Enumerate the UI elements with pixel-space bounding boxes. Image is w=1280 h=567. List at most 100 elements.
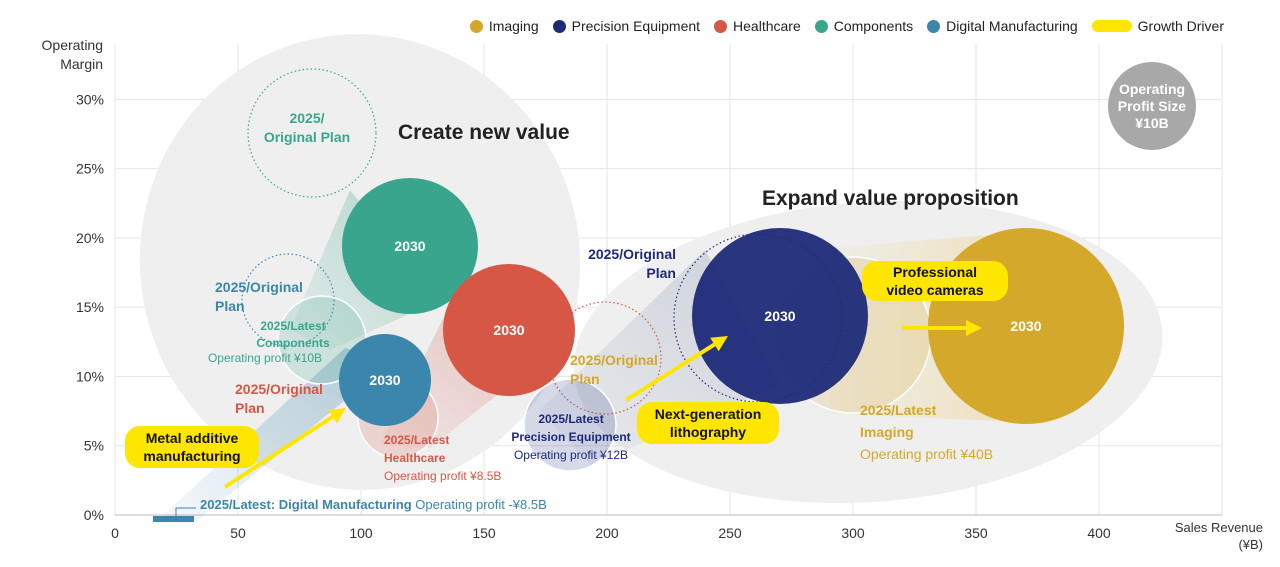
growth-arrow-head bbox=[328, 408, 346, 424]
target-bubble bbox=[692, 228, 868, 404]
plan-label: 2025/Original bbox=[235, 381, 323, 397]
y-tick-label: 25% bbox=[76, 161, 104, 177]
plan-label: Original Plan bbox=[264, 129, 350, 145]
legend-item: Healthcare bbox=[714, 18, 801, 34]
legend-swatch bbox=[552, 19, 566, 33]
legend-label: Digital Manufacturing bbox=[946, 18, 1078, 34]
y-tick-label: 30% bbox=[76, 91, 104, 107]
y-tick-label: 5% bbox=[84, 438, 104, 454]
growth-arrow-head bbox=[966, 320, 982, 336]
growth-driver-pill bbox=[125, 426, 259, 468]
growth-driver-pill-label: video cameras bbox=[886, 282, 983, 298]
y-tick-label: 10% bbox=[76, 368, 104, 384]
latest-label: 2025/Latest: Digital Manufacturing Opera… bbox=[200, 497, 547, 512]
legend-label: Precision Equipment bbox=[571, 18, 701, 34]
target-bubble-label: 2030 bbox=[394, 238, 425, 254]
latest-label: Precision Equipment bbox=[511, 430, 630, 444]
x-tick-label: 400 bbox=[1087, 525, 1111, 541]
target-bubble-label: 2030 bbox=[764, 308, 795, 324]
plan-label: 2025/Original bbox=[215, 279, 303, 295]
growth-arrow bbox=[223, 415, 334, 489]
bubble-size-key: Operating Profit Size ¥10B bbox=[1108, 62, 1196, 150]
size-key-line1: Operating bbox=[1118, 80, 1186, 97]
legend-item: Components bbox=[814, 18, 914, 34]
size-key-line3: ¥10B bbox=[1135, 114, 1169, 131]
plan-circle bbox=[247, 68, 377, 198]
plan-circle bbox=[548, 301, 662, 415]
legend-swatch bbox=[1091, 20, 1132, 32]
latest-label: 2025/Latest bbox=[260, 319, 325, 333]
y-tick-label: 20% bbox=[76, 230, 104, 246]
legend: Imaging Precision Equipment Healthcare Comp… bbox=[469, 18, 1224, 34]
latest-label: 2025/Latest bbox=[860, 402, 937, 418]
x-tick-label: 150 bbox=[472, 525, 496, 541]
x-tick-label: 250 bbox=[718, 525, 742, 541]
latest-label: Healthcare bbox=[384, 451, 446, 465]
region-title: Expand value proposition bbox=[762, 187, 1019, 210]
x-tick-label: 350 bbox=[964, 525, 988, 541]
x-tick-label: 50 bbox=[230, 525, 246, 541]
legend-item: Imaging bbox=[469, 18, 539, 34]
latest-leader-line bbox=[175, 507, 196, 516]
trail-digital-manufacturing bbox=[160, 348, 392, 520]
latest-label: Components bbox=[256, 336, 330, 350]
x-axis-label: Sales Revenue bbox=[1175, 520, 1263, 535]
legend-item: Precision Equipment bbox=[552, 18, 701, 34]
growth-driver-pill bbox=[637, 402, 779, 444]
latest-bar-digital-manufacturing bbox=[153, 516, 194, 522]
latest-label: 2025/Latest bbox=[538, 412, 603, 426]
legend-label: Healthcare bbox=[733, 18, 801, 34]
y-tick-label: 0% bbox=[84, 507, 104, 523]
latest-label: Operating profit ¥12B bbox=[514, 448, 628, 462]
legend-label: Components bbox=[833, 18, 914, 34]
growth-driver-pill-label: Professional bbox=[893, 264, 977, 280]
y-axis-label: Operating bbox=[42, 37, 103, 53]
legend-swatch bbox=[814, 19, 828, 33]
growth-driver-pill-label: manufacturing bbox=[143, 448, 240, 464]
latest-label: Imaging bbox=[860, 424, 914, 440]
plan-label: 2025/ bbox=[289, 110, 324, 126]
plan-label: Plan bbox=[215, 298, 245, 314]
plan-label: Plan bbox=[235, 400, 265, 416]
growth-driver-pill-label: Metal additive bbox=[146, 430, 239, 446]
plan-label: Plan bbox=[570, 371, 600, 387]
growth-arrow bbox=[624, 342, 716, 402]
plan-label: 2025/Original bbox=[588, 246, 676, 262]
latest-label: 2025/Latest bbox=[384, 433, 449, 447]
target-bubble-label: 2030 bbox=[493, 322, 524, 338]
y-tick-label: 15% bbox=[76, 299, 104, 315]
latest-label: Operating profit ¥40B bbox=[860, 446, 993, 462]
latest-label: Operating profit ¥8.5B bbox=[384, 469, 501, 483]
target-bubble-label: 2030 bbox=[1010, 318, 1041, 334]
legend-swatch bbox=[714, 19, 728, 33]
legend-swatch bbox=[927, 19, 941, 33]
x-axis-label: (¥B) bbox=[1238, 537, 1263, 552]
plan-label: 2025/Original bbox=[570, 352, 658, 368]
legend-label: Growth Driver bbox=[1137, 18, 1224, 34]
x-tick-label: 300 bbox=[841, 525, 865, 541]
legend-item: Growth Driver bbox=[1091, 18, 1224, 34]
growth-driver-pill bbox=[862, 261, 1008, 301]
x-tick-label: 200 bbox=[595, 525, 619, 541]
target-bubble bbox=[339, 334, 431, 426]
growth-driver-pill-label: lithography bbox=[670, 424, 746, 440]
latest-bubble bbox=[523, 378, 617, 472]
growth-driver-pill-label: Next-generation bbox=[655, 406, 762, 422]
plan-label: Plan bbox=[646, 265, 676, 281]
legend-label: Imaging bbox=[488, 18, 539, 34]
region-title: Create new value bbox=[398, 121, 570, 144]
latest-label-part: 2025/Latest: Digital Manufacturing bbox=[200, 497, 415, 512]
latest-label-part: Operating profit -¥8.5B bbox=[415, 497, 547, 512]
x-tick-label: 100 bbox=[349, 525, 373, 541]
target-bubble bbox=[443, 264, 575, 396]
y-axis-label: Margin bbox=[60, 56, 103, 72]
growth-arrow-head bbox=[710, 336, 728, 352]
size-key-line2: Profit Size bbox=[1117, 97, 1187, 114]
target-bubble-label: 2030 bbox=[369, 372, 400, 388]
plan-circle bbox=[241, 253, 335, 347]
legend-swatch bbox=[469, 19, 483, 33]
legend-item: Digital Manufacturing bbox=[927, 18, 1078, 34]
target-bubble bbox=[342, 178, 478, 314]
x-tick-label: 0 bbox=[111, 525, 119, 541]
